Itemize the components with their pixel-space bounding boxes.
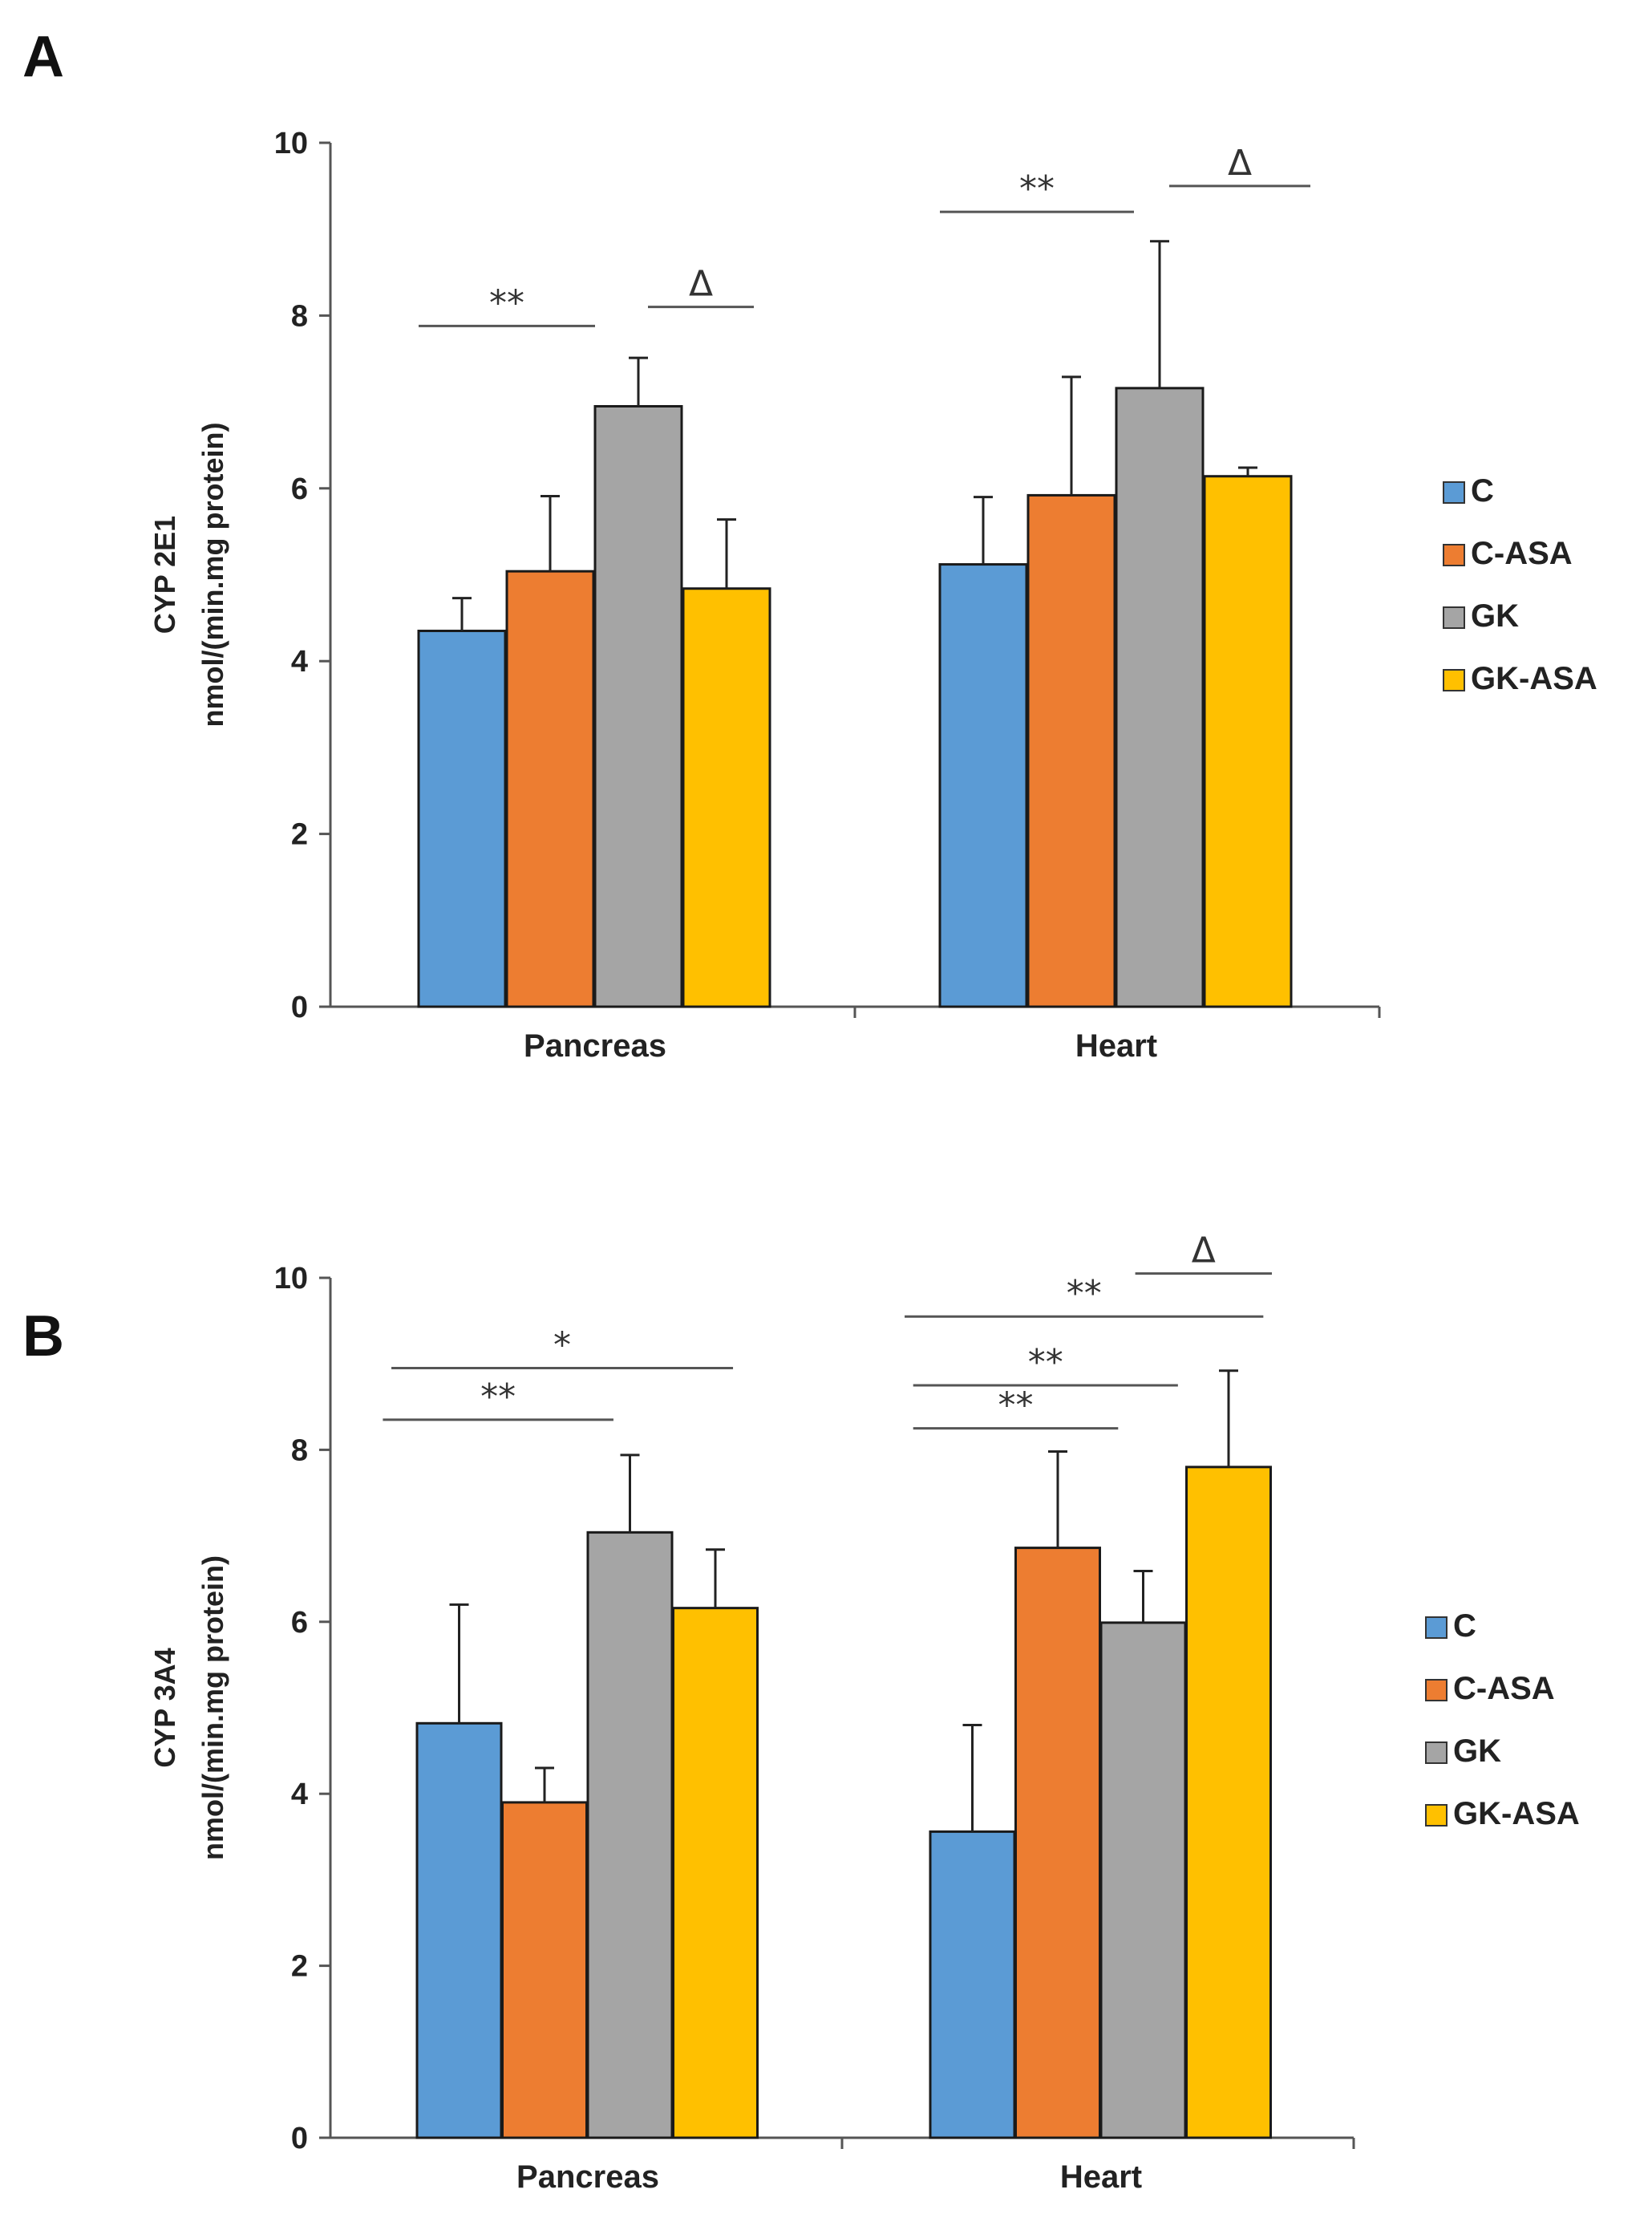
y-tick-label: 2	[291, 1950, 308, 1984]
y-axis-title-line2: nmol/(min.mg protein)	[196, 423, 229, 728]
legend-swatch-c-asa	[1443, 544, 1465, 566]
legend-swatch-c	[1425, 1616, 1448, 1639]
bar-gk	[1115, 387, 1205, 1008]
y-axis-title-line1: CYP 2E1	[148, 516, 181, 634]
legend-label: GK-ASA	[1453, 1796, 1580, 1831]
bar-c	[415, 1721, 503, 2139]
panel-b-label: B	[22, 1304, 64, 1368]
y-axis-title-line1: CYP 3A4	[148, 1648, 181, 1767]
bar-c	[929, 1830, 1016, 2139]
y-tick-label: 10	[274, 127, 308, 160]
category-label: Heart	[1075, 1028, 1157, 1064]
y-tick-label: 6	[291, 472, 308, 506]
bar-c-asa	[1026, 493, 1116, 1008]
y-tick-label: 4	[291, 1778, 308, 1811]
bar-gk	[593, 404, 683, 1008]
bar-gk-asa	[672, 1607, 759, 2139]
legend-label: GK-ASA	[1471, 661, 1597, 696]
y-tick-label: 4	[291, 645, 308, 679]
y-tick-label: 8	[291, 1433, 308, 1467]
legend-swatch-gk	[1443, 606, 1465, 629]
bar-gk-asa	[1185, 1466, 1272, 2139]
y-tick-label: 8	[291, 299, 308, 333]
bar-c-asa	[501, 1801, 588, 2139]
chart-cyp2e1: 0 2 4 6 8 10 Pancreas Heart ** Δ ** Δ CYP 2E1 nmol/(m…	[148, 127, 1597, 1064]
bar-gk-asa	[1203, 475, 1293, 1008]
bar-c	[417, 630, 507, 1008]
significance-marker: **	[1028, 1342, 1063, 1383]
significance-marker: Δ	[1228, 143, 1252, 184]
bar-gk-asa	[682, 587, 771, 1008]
panel-a-label: A	[22, 25, 64, 89]
significance-marker: Δ	[689, 264, 713, 305]
y-tick-label: 6	[291, 1606, 308, 1640]
bar-c-asa	[505, 570, 595, 1008]
legend-swatch-gk	[1425, 1741, 1448, 1764]
legend-label: GK	[1453, 1733, 1501, 1769]
bar-gk	[586, 1531, 674, 2139]
legend-label: C-ASA	[1471, 536, 1573, 571]
category-label: Heart	[1060, 2159, 1142, 2195]
significance-marker: **	[1019, 168, 1055, 209]
significance-marker: **	[489, 282, 524, 323]
y-axis-title-line2: nmol/(min.mg protein)	[196, 1555, 229, 1860]
legend-label: GK	[1471, 598, 1519, 634]
significance-marker: **	[998, 1385, 1034, 1426]
legend-label: C	[1471, 473, 1494, 509]
bar-c-asa	[1014, 1547, 1101, 2139]
legend-label: C-ASA	[1453, 1671, 1555, 1706]
category-label: Pancreas	[516, 2159, 659, 2195]
legend-swatch-gk-asa	[1443, 669, 1465, 691]
bar-c	[938, 563, 1028, 1008]
significance-marker: **	[1067, 1273, 1102, 1314]
legend-swatch-c	[1443, 481, 1465, 504]
y-tick-label: 0	[291, 2122, 308, 2155]
legend-label: C	[1453, 1608, 1476, 1644]
category-label: Pancreas	[524, 1028, 666, 1064]
y-tick-label: 2	[291, 818, 308, 852]
significance-marker: **	[480, 1377, 516, 1417]
significance-marker: *	[553, 1325, 571, 1366]
bar-gk	[1099, 1621, 1187, 2139]
legend-swatch-gk-asa	[1425, 1804, 1448, 1827]
y-tick-label: 0	[291, 991, 308, 1024]
legend-swatch-c-asa	[1425, 1679, 1448, 1701]
y-tick-label: 10	[274, 1262, 308, 1295]
significance-marker: Δ	[1192, 1231, 1216, 1271]
